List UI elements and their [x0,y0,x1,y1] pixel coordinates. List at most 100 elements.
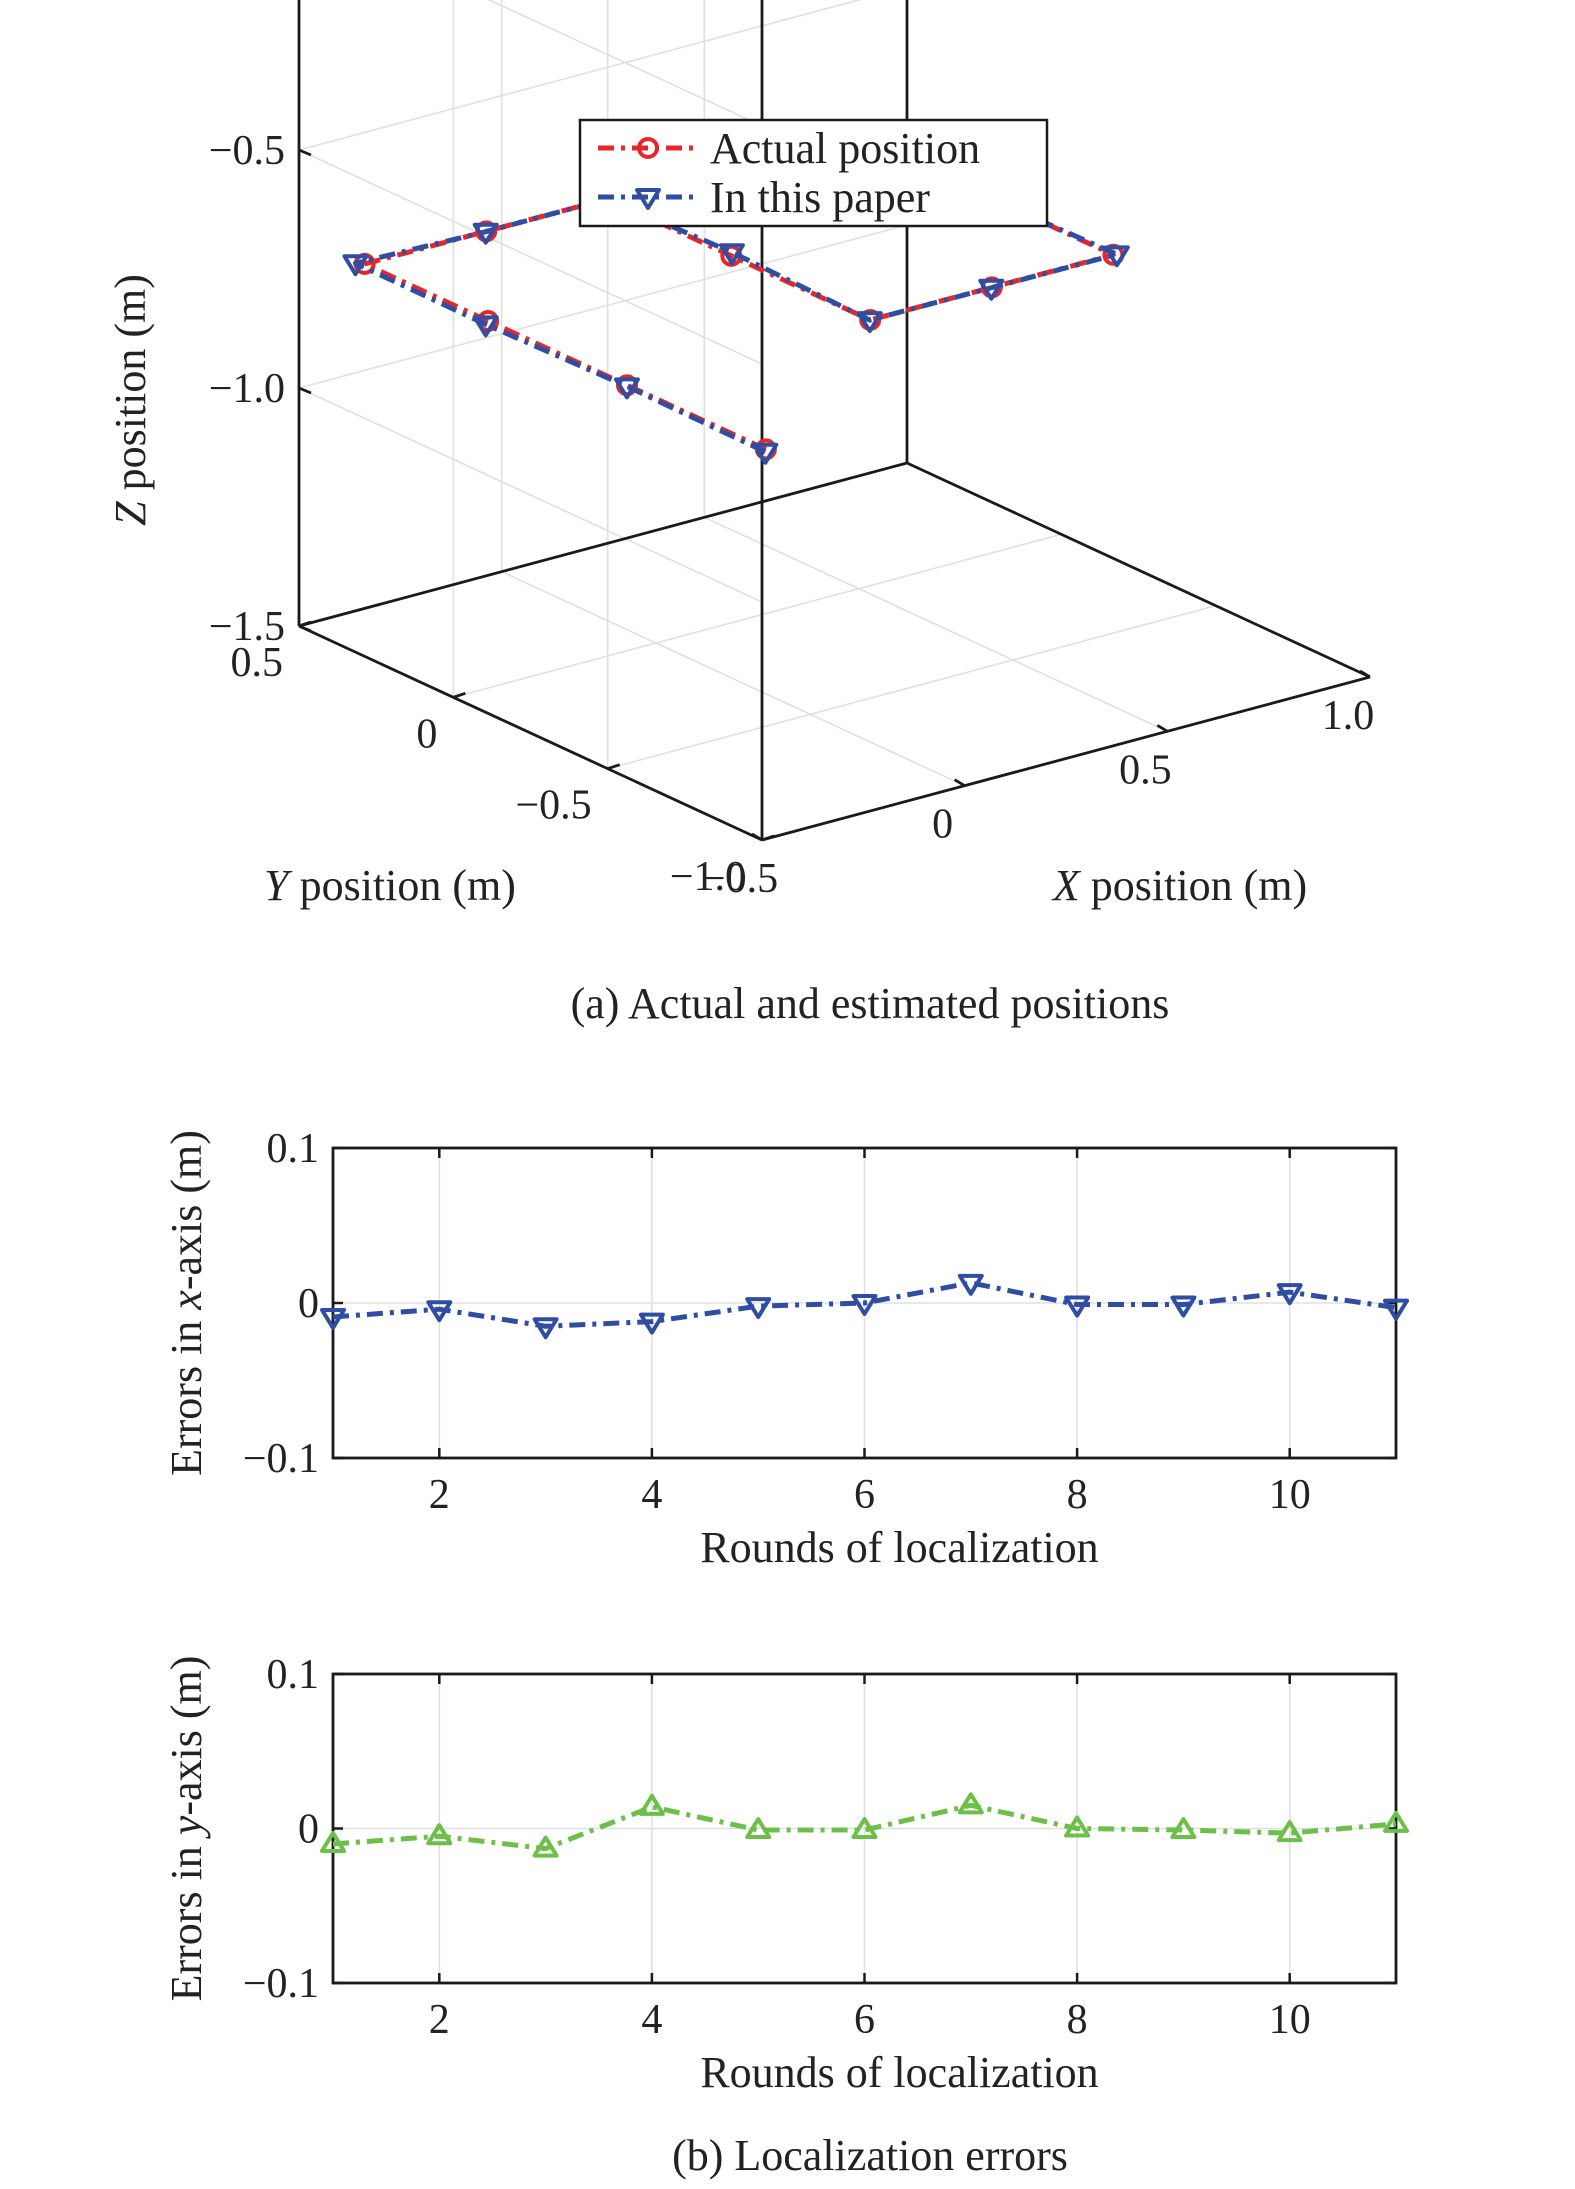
caption-a: (a) Actual and estimated positions [571,979,1170,1028]
x-tick [953,778,966,787]
y-tick-label: 0 [298,1281,319,1327]
data-point [1276,1283,1303,1306]
x-tick-label: 2 [429,1472,450,1518]
series-line [352,188,1120,455]
y-axis-label: Y position (m) [264,861,516,910]
data-point [320,1307,346,1330]
z-tick [298,624,312,633]
plot-3d-positions: −0.500.51.0−1.0−0.500.5−1.5−1.0−0.500.5X… [106,0,1374,910]
grid-line [487,0,763,127]
x-axis-label: Rounds of localization [700,1523,1098,1572]
y-tick-label: −0.5 [515,783,591,829]
y-tick-label: −1.0 [670,854,746,900]
z-tick [298,386,312,395]
x-tick-label: 2 [429,1997,450,2043]
data-point [638,1793,665,1816]
data-point [851,1294,878,1316]
x-tick-label: 6 [854,1472,875,1518]
x-tick [751,832,763,842]
data-point [1064,1815,1091,1838]
grid-line [501,570,966,787]
data-point [752,442,779,465]
data-point [426,1823,453,1846]
axis-y-line [298,624,763,842]
data-point [1103,245,1130,268]
grid-line [298,149,763,365]
legend-label: In this paper [710,173,930,222]
x-tick-label: 8 [1067,1472,1088,1518]
data-point [342,254,369,277]
data-point [472,222,499,245]
grid-line [298,0,862,151]
data-point [856,311,883,334]
data-point [978,278,1005,301]
grid-line [607,604,1216,770]
y-tick-label: −0.1 [243,1436,319,1482]
caption-b: (b) Localization errors [672,2131,1068,2180]
x-tick-label: 10 [1269,1997,1311,2043]
data-point [745,1297,772,1320]
data-point [1170,1817,1197,1840]
data-point [1383,1298,1409,1321]
z-tick-label: −1.5 [209,604,285,650]
x-tick-label: 8 [1067,1997,1088,2043]
grid-line [453,533,1062,699]
data-point [1170,1295,1197,1318]
data-point [1276,1820,1303,1843]
x-tick-label: 1.0 [1322,693,1375,739]
x-tick [1359,669,1371,679]
legend-box [578,118,1049,228]
y-tick [452,692,466,699]
legend-label: Actual position [710,124,980,173]
y-tick-label: 0 [298,1807,319,1853]
x-axis-label: Rounds of localization [700,2048,1098,2097]
x-axis-label: X position (m) [1051,861,1307,910]
grid-line [298,224,908,389]
data-point [426,1300,453,1323]
y-tick [607,763,621,770]
data-point [532,1835,559,1858]
data-point [745,1817,772,1840]
z-tick-label: −1.0 [209,366,285,412]
series-line [332,1802,1397,1852]
legend-marker [637,137,659,159]
data-point [320,1830,346,1853]
data-point [957,1273,984,1296]
z-axis-label: Z position (m) [106,274,155,526]
x-tick-label: 4 [641,1997,662,2043]
plot-errors-x: 2 4 6 8 10 −0.1 0 0.1 Rounds of localization Erro… [162,1126,1409,1572]
grid-line [703,516,1168,733]
z-tick-label: −0.5 [209,128,285,174]
box-edge [298,461,908,628]
data-point [613,377,640,400]
data-point [718,243,745,266]
x-tick [1156,724,1169,733]
series-line [332,1280,1397,1329]
data-point [957,1792,984,1815]
data-point [472,315,499,338]
grid-line [298,387,763,603]
legend-marker [635,188,661,210]
data-point [851,1817,878,1840]
x-tick-label: 0.5 [1119,747,1172,793]
y-tick [761,834,775,842]
y-tick-label: 0 [416,711,437,757]
axis-x-line [761,675,1371,842]
box-edge [906,461,1371,679]
data-point [638,1312,665,1335]
z-tick [298,148,312,157]
x-tick-label: 6 [854,1997,875,2043]
x-tick-label: 10 [1269,1472,1311,1518]
y-tick-label: 0.1 [267,1652,320,1698]
data-point [532,1317,559,1340]
y-axis-label: Errors in y-axis (m) [162,1656,211,2002]
y-axis-label: Errors in x-axis (m) [162,1130,211,1476]
x-tick-label: 0 [932,802,953,848]
data-point [1064,1295,1091,1318]
y-tick-label: −0.1 [243,1961,319,2007]
x-tick-label: −0.5 [702,856,778,902]
plot-errors-y: 2 4 6 8 10 −0.1 0 0.1 Rounds of localization Erro… [162,1652,1409,2097]
y-tick-label: 0.5 [231,640,284,686]
